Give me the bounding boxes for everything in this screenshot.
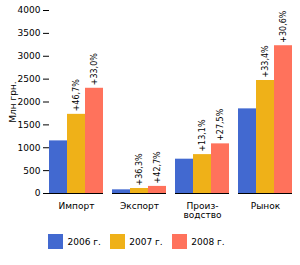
svg-text:Рынок: Рынок — [251, 201, 281, 211]
svg-text:Экспорт: Экспорт — [120, 201, 159, 211]
svg-text:1500: 1500 — [18, 120, 41, 130]
svg-text:Произ-водство: Произ-водство — [183, 201, 222, 220]
svg-text:4000: 4000 — [18, 5, 41, 15]
svg-text:+36,3%: +36,3% — [135, 153, 144, 186]
svg-text:3500: 3500 — [18, 28, 41, 38]
svg-text:2000: 2000 — [18, 97, 41, 107]
html-text:2006 г.: 2006 г. — [67, 236, 101, 247]
svg-text:+33,0%: +33,0% — [90, 53, 99, 86]
svg-text:+13,1%: +13,1% — [198, 119, 207, 152]
svg-text:3000: 3000 — [18, 51, 41, 61]
svg-text:Импорт: Импорт — [59, 201, 95, 211]
html-text:2007 г.: 2007 г. — [129, 236, 163, 247]
svg-text:2500: 2500 — [18, 74, 41, 84]
svg-text:Млн грн.: Млн грн. — [8, 81, 18, 122]
svg-text:0: 0 — [35, 188, 41, 198]
svg-text:500: 500 — [23, 166, 40, 176]
svg-text:+42,7%: +42,7% — [153, 151, 162, 184]
svg-text:1000: 1000 — [18, 143, 41, 153]
svg-text:+33,4%: +33,4% — [261, 45, 270, 78]
svg-text:+27,5%: +27,5% — [216, 108, 225, 141]
html-text:2008 г.: 2008 г. — [191, 236, 225, 247]
svg-text:+46,7%: +46,7% — [72, 79, 81, 112]
svg-text:+30,6%: +30,6% — [279, 10, 288, 43]
